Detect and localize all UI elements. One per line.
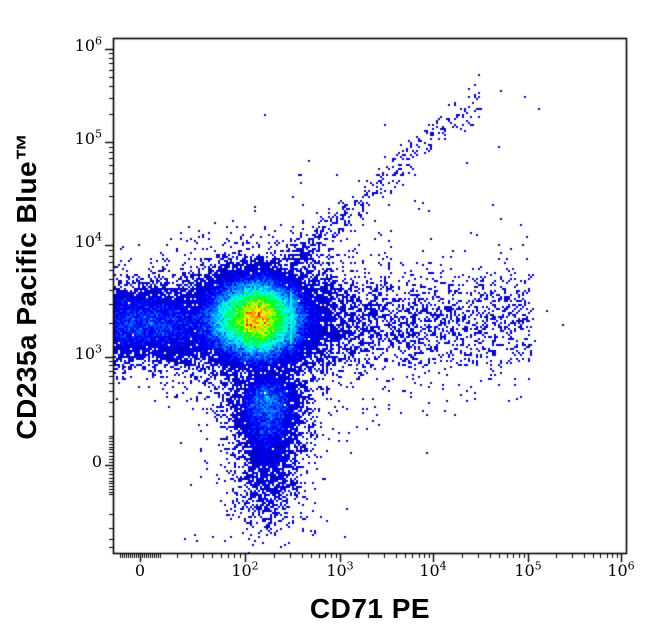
x-axis-title: CD71 PE <box>309 593 431 624</box>
y-axis-title: CD235a Pacific Blue™ <box>11 132 42 440</box>
